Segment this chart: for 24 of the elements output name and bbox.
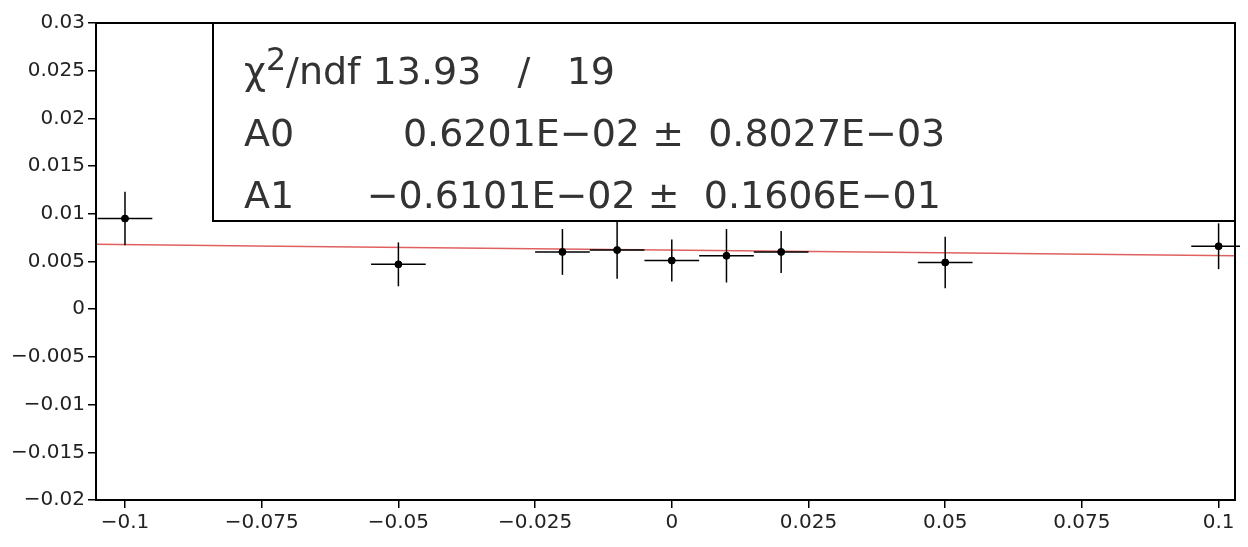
annotation: A0 0.6201E−02 ± 0.8027E−03: [244, 109, 947, 157]
y-tick-label: 0.025: [27, 56, 86, 81]
annotation: χ$^{2}$/ndf 13.93 / 19: [244, 40, 616, 95]
annotation: A1 −0.6101E−02 ± 0.1606E−01: [244, 171, 942, 219]
x-tick-label: −0.05: [367, 509, 430, 534]
stats-panel: χ$^{2}$/ndf 13.93 / 19 A0 0.6201E−02 ± 0.8027E−03 A1 −0.6101E−02 ± 0.1606E−01: [212, 22, 1236, 222]
x-tick-label: 0.075: [1053, 509, 1111, 534]
y-tick-label: 0: [72, 295, 86, 320]
x-tick-label: −0.025: [498, 509, 573, 534]
y-tick-label: −0.02: [23, 486, 86, 511]
x-tick-label: −0.1: [100, 509, 150, 534]
x-tick-label: 0.05: [922, 509, 968, 534]
x-tick-label: 0.025: [779, 509, 838, 534]
x-tick-label: 0.1: [1202, 509, 1235, 534]
x-tick-label: 0: [665, 509, 679, 534]
y-tick-label: 0.01: [40, 200, 86, 224]
y-tick-label: 0.005: [27, 247, 86, 272]
y-tick-label: 0.02: [40, 104, 86, 129]
y-tick-label: −0.005: [11, 343, 86, 368]
y-tick-label: −0.015: [11, 438, 86, 463]
x-tick-label: −0.075: [224, 509, 299, 534]
y-tick-label: −0.01: [23, 390, 86, 415]
y-tick-label: 0.015: [27, 152, 86, 177]
y-tick-label: 0.03: [40, 9, 86, 34]
